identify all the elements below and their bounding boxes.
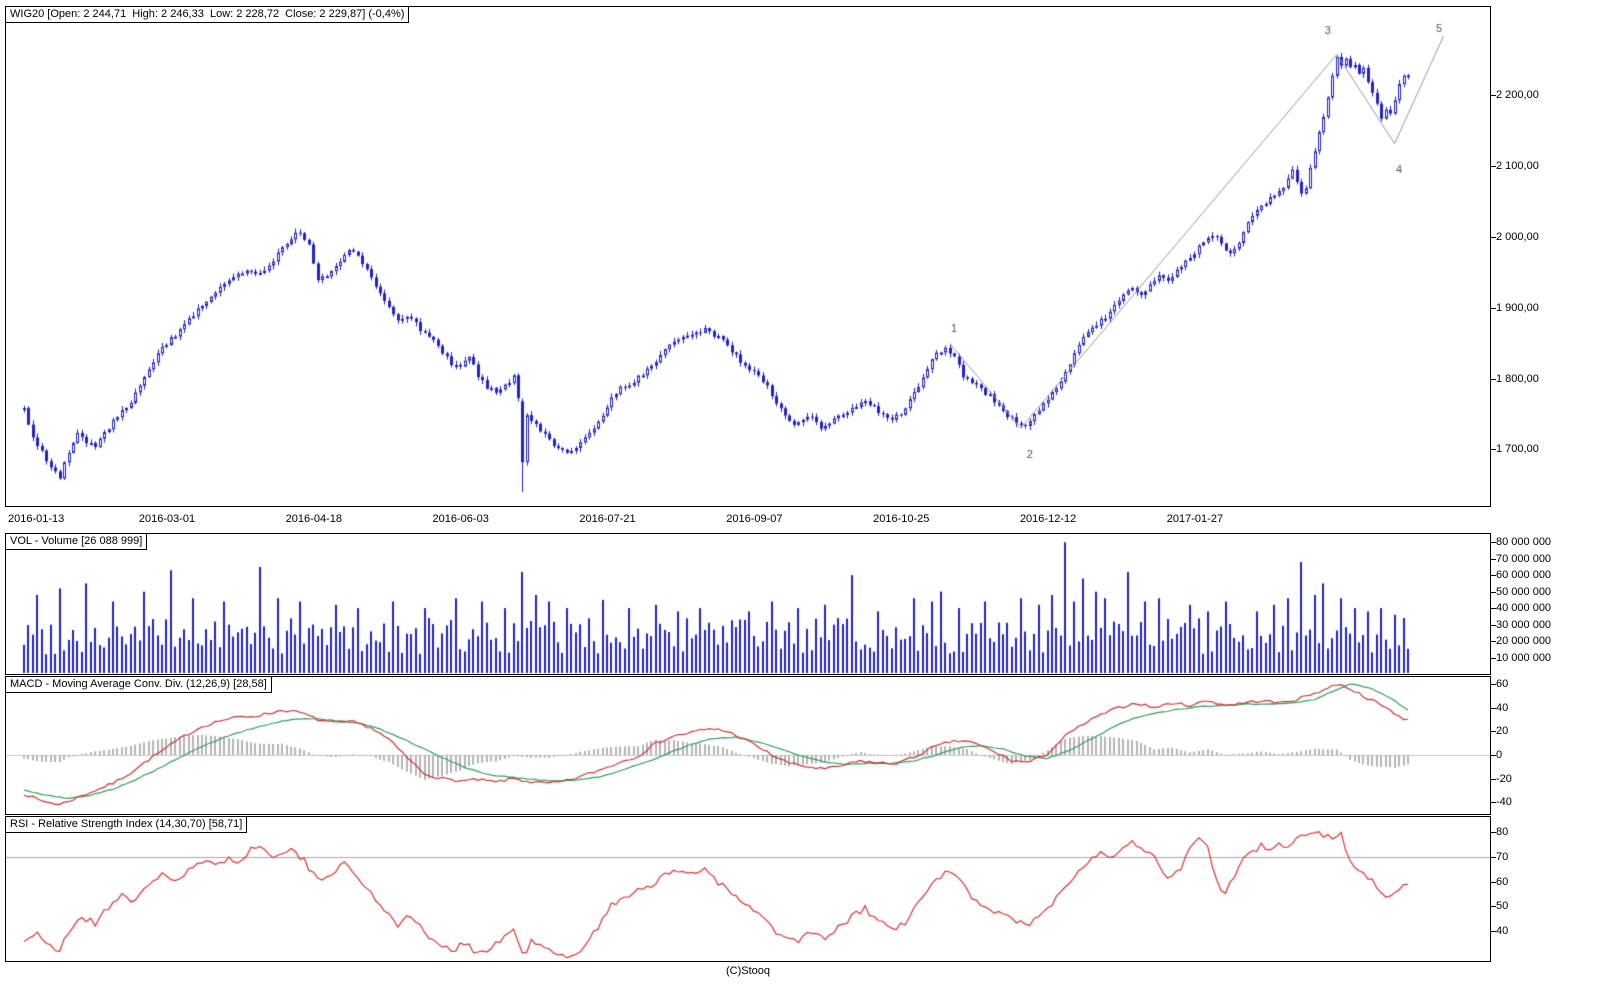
- y-tick-label: 1 900,00: [1491, 301, 1539, 314]
- date-axis: 2016-01-13 2016-03-01 2016-04-18 2016-06-03…: [5, 508, 1491, 533]
- y-tick-label: 70: [1490, 850, 1509, 863]
- y-tick-label: 70 000 000: [1490, 552, 1552, 565]
- rsi-panel-title: RSI - Relative Strength Index (14,30,70)…: [5, 816, 248, 833]
- y-axis: 2 200,00 2 100,00 2 000,00 1 900,00 1 800,00…: [1490, 0, 1600, 1000]
- x-tick-label: 2016-12-12: [1019, 513, 1077, 525]
- rsi-panel: RSI - Relative Strength Index (14,30,70)…: [5, 816, 1491, 962]
- macd-panel-title: MACD - Moving Average Conv. Div. (12,26,…: [5, 676, 272, 693]
- y-tick-label: 2 200,00: [1491, 89, 1539, 102]
- price-panel-title: WIG20 [Open: 2 244,71 High: 2 246,33 Low…: [5, 6, 410, 23]
- copyright-label: (C)Stooq: [725, 965, 771, 977]
- y-tick-label: 0: [1490, 748, 1503, 761]
- x-tick-label: 2016-01-13: [8, 513, 65, 525]
- y-tick-label: 40 000 000: [1490, 602, 1552, 615]
- volume-panel-title: VOL - Volume [26 088 999]: [5, 533, 148, 550]
- y-tick-label: 2 000,00: [1491, 231, 1539, 244]
- y-tick-label: 20: [1490, 725, 1509, 738]
- y-tick-label: -40: [1491, 796, 1512, 809]
- y-tick-label: 1 700,00: [1491, 443, 1539, 456]
- y-tick-label: 50 000 000: [1490, 585, 1552, 598]
- volume-canvas: [6, 534, 1490, 674]
- y-tick-label: 1 800,00: [1491, 372, 1539, 385]
- y-tick-label: 60 000 000: [1490, 569, 1552, 582]
- x-tick-label: 2016-03-01: [138, 513, 196, 525]
- rsi-canvas: [6, 817, 1490, 961]
- x-tick-label: 2016-10-25: [873, 513, 930, 525]
- y-tick-label: 30 000 000: [1490, 618, 1552, 631]
- x-tick-label: 2017-01-27: [1166, 513, 1224, 525]
- y-tick-label: 40: [1490, 925, 1509, 938]
- candlestick-canvas: [6, 7, 1490, 506]
- y-tick-label: 80 000 000: [1490, 536, 1552, 549]
- macd-canvas: [6, 677, 1490, 814]
- y-tick-label: 60: [1490, 875, 1509, 888]
- y-tick-label: 40: [1490, 701, 1509, 714]
- y-tick-label: 60: [1490, 678, 1509, 691]
- x-tick-label: 2016-04-18: [285, 513, 342, 525]
- volume-panel: VOL - Volume [26 088 999]: [5, 533, 1491, 675]
- price-panel: WIG20 [Open: 2 244,71 High: 2 246,33 Low…: [5, 6, 1491, 507]
- x-tick-label: 2016-09-07: [726, 513, 783, 525]
- y-tick-label: 80: [1490, 825, 1509, 838]
- y-tick-label: 2 100,00: [1491, 160, 1539, 173]
- y-tick-label: 20 000 000: [1490, 635, 1552, 648]
- y-tick-label: 10 000 000: [1490, 651, 1552, 664]
- macd-panel: MACD - Moving Average Conv. Div. (12,26,…: [5, 676, 1491, 815]
- x-tick-label: 2016-06-03: [432, 513, 489, 525]
- y-tick-label: 50: [1490, 900, 1509, 913]
- x-tick-label: 2016-07-21: [579, 513, 636, 525]
- y-tick-label: -20: [1491, 772, 1512, 785]
